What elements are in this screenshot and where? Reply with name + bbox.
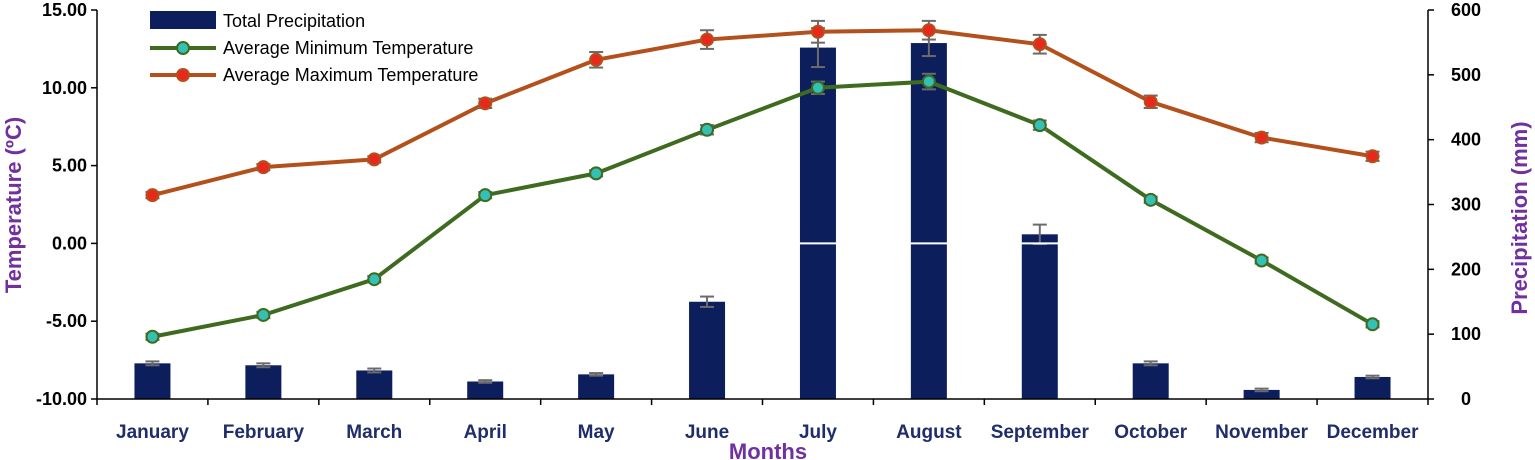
- temperature-point: [810, 80, 825, 95]
- temperature-point: [1254, 130, 1269, 145]
- month-label: July: [799, 422, 837, 443]
- temperature-line-max: [151, 28, 1373, 198]
- temperature-point: [367, 152, 382, 167]
- temperature-point: [1032, 37, 1047, 52]
- temperature-point: [1143, 192, 1158, 207]
- precipitation-bar: [689, 301, 726, 399]
- temperature-point: [478, 96, 493, 111]
- precipitation-bar: [356, 370, 393, 399]
- right-tick-label: 0: [1461, 389, 1471, 409]
- temperature-point: [367, 272, 382, 287]
- month-label: March: [346, 422, 402, 443]
- precipitation-bar: [134, 363, 171, 399]
- left-tick-label: 5.00: [52, 156, 87, 176]
- temperature-point: [921, 23, 936, 38]
- legend-label-temperature: Average Maximum Temperature: [223, 65, 478, 85]
- temperature-point: [589, 52, 604, 67]
- legend: Total Precipitation Average Minimum Tempe…: [150, 11, 478, 85]
- right-tick-label: 100: [1451, 324, 1481, 344]
- right-tick-label: 200: [1451, 259, 1481, 279]
- legend-swatch-precipitation: [150, 11, 216, 29]
- temperature-point: [810, 24, 825, 39]
- right-tick-label: 300: [1451, 195, 1481, 215]
- left-tick-label: 0.00: [52, 233, 87, 253]
- bars-layer: [134, 27, 1391, 399]
- temperature-point: [478, 188, 493, 203]
- legend-swatch-marker: [176, 41, 190, 55]
- month-label: May: [578, 422, 615, 443]
- precipitation-bar: [467, 381, 504, 399]
- left-axis-title: Temperature (ºC): [1, 117, 26, 293]
- left-tick-label: -5.00: [46, 311, 87, 331]
- month-label: February: [223, 422, 305, 443]
- right-axis-title: Precipitation (mm): [1507, 121, 1532, 314]
- precipitation-bar: [910, 43, 947, 399]
- temperature-point: [145, 329, 160, 344]
- temperature-line-min: [152, 79, 1374, 339]
- right-tick-label: 600: [1451, 0, 1481, 20]
- temperature-point: [1365, 149, 1380, 164]
- month-label: January: [116, 422, 189, 443]
- temperature-point: [1143, 94, 1158, 109]
- precipitation-bar: [578, 374, 615, 399]
- month-label: November: [1215, 422, 1309, 443]
- month-label: August: [896, 422, 962, 443]
- temperature-point: [145, 188, 160, 203]
- right-tick-label: 400: [1451, 130, 1481, 150]
- temperature-point: [589, 166, 604, 181]
- left-tick-label: -10.00: [36, 389, 87, 409]
- right-tick-label: 500: [1451, 65, 1481, 85]
- temperature-point: [700, 32, 715, 47]
- lines-layer: [145, 19, 1380, 344]
- temperature-point: [1254, 253, 1269, 268]
- precipitation-bar: [1243, 389, 1280, 399]
- legend-label-temperature: Average Minimum Temperature: [223, 38, 473, 58]
- month-label: June: [685, 422, 729, 443]
- left-tick-label: 15.00: [42, 0, 87, 20]
- temperature-point: [1365, 317, 1380, 332]
- x-axis-title: Months: [729, 439, 807, 460]
- precipitation-bar: [799, 47, 836, 399]
- precipitation-bar: [245, 365, 282, 399]
- legend-label-precipitation: Total Precipitation: [223, 11, 365, 31]
- temperature-point: [921, 74, 936, 89]
- month-label: September: [991, 422, 1090, 443]
- month-label: December: [1327, 422, 1419, 443]
- temperature-point: [256, 307, 271, 322]
- month-label: October: [1114, 422, 1187, 443]
- precipitation-bar: [1354, 376, 1391, 399]
- month-label: April: [464, 422, 507, 443]
- temperature-point: [700, 122, 715, 137]
- precipitation-bar: [1132, 363, 1169, 399]
- legend-swatch-marker: [176, 68, 190, 82]
- temperature-point: [1032, 118, 1047, 133]
- left-tick-label: 10.00: [42, 78, 87, 98]
- temperature-point: [256, 160, 271, 175]
- precipitation-bar: [1021, 234, 1058, 399]
